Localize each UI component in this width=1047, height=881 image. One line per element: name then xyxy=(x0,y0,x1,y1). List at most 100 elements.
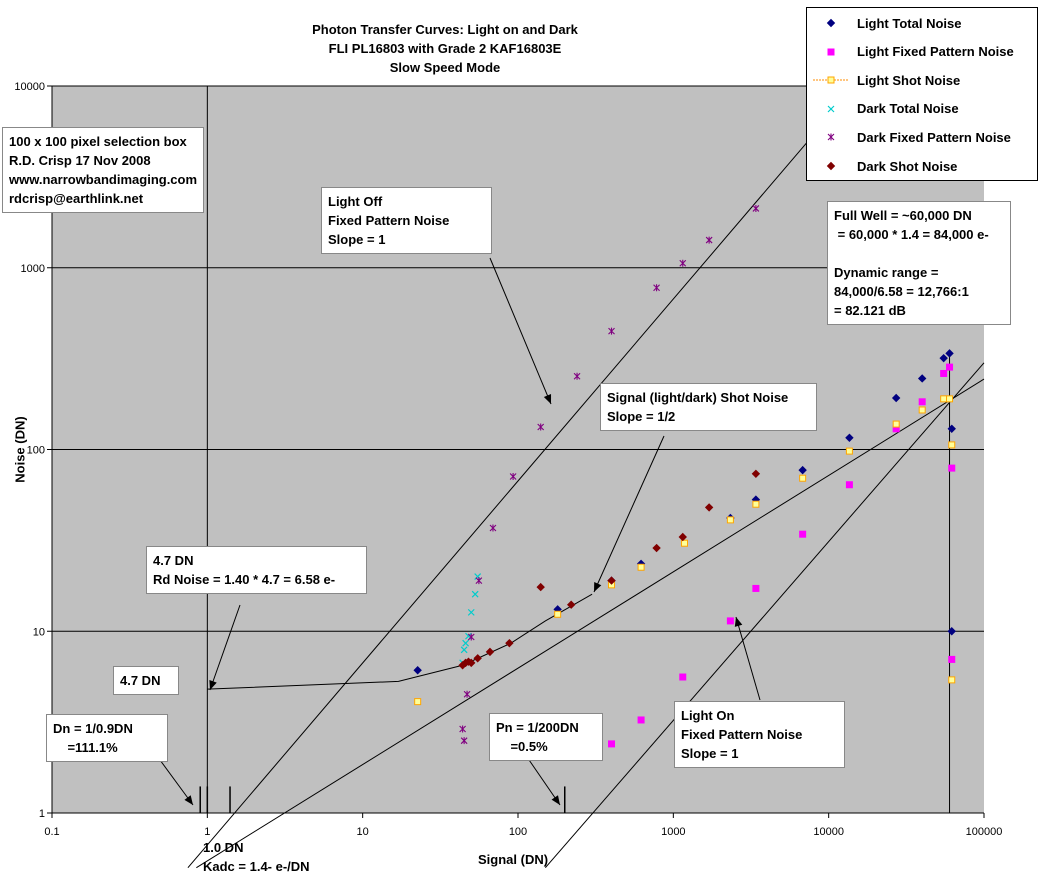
legend-item: Light Fixed Pattern Noise xyxy=(813,42,1014,62)
full-well-note: Full Well = ~60,000 DN = 60,000 * 1.4 = … xyxy=(827,201,1011,325)
annotation-arrows xyxy=(159,257,761,806)
series-3-point xyxy=(462,639,470,647)
series-0-point xyxy=(947,627,956,636)
series-2-point xyxy=(637,563,645,571)
series-5-point xyxy=(652,543,661,553)
read-noise-note: 4.7 DN Rd Noise = 1.40 * 4.7 = 6.58 e- xyxy=(146,546,367,594)
legend-marker xyxy=(827,133,835,141)
x-axis-title: Signal (DN) xyxy=(478,852,549,867)
series-2-point xyxy=(892,420,900,428)
series-2-point xyxy=(946,395,954,403)
legend-marker xyxy=(827,76,835,84)
annotation-arrow xyxy=(209,604,241,691)
legend: Light Total Noise Light Fixed Pattern Noi… xyxy=(806,7,1038,181)
annotation-arrow xyxy=(593,435,665,593)
series-2-point xyxy=(726,516,734,524)
series-0-point xyxy=(947,424,956,433)
y-tick-label: 100 xyxy=(27,445,45,457)
series-2-point xyxy=(554,610,562,618)
legend-swatch xyxy=(827,48,835,56)
series-0-point xyxy=(945,349,954,358)
legend-item: Light Total Noise xyxy=(813,13,961,33)
legend-label: Light Total Noise xyxy=(857,15,962,31)
legend-marker xyxy=(826,18,836,28)
light-off-note: Light Off Fixed Pattern Noise Slope = 1 xyxy=(321,187,492,254)
y-tick-label: 1000 xyxy=(21,263,45,275)
shot-noise-note: Signal (light/dark) Shot Noise Slope = 1… xyxy=(600,383,817,431)
series-2-point xyxy=(918,406,926,414)
series-1-point xyxy=(918,398,926,406)
series-1-point xyxy=(637,716,645,724)
x-tick-label: 100 xyxy=(509,826,527,838)
series-1-point xyxy=(845,481,853,489)
data-markers xyxy=(413,204,956,748)
series-5-point xyxy=(473,654,482,663)
series-2-point xyxy=(752,500,760,508)
series-1-point xyxy=(940,369,948,377)
legend-swatch xyxy=(813,76,849,84)
series-3-point xyxy=(467,608,475,616)
series-4-point xyxy=(463,690,471,698)
light-on-note: Light On Fixed Pattern Noise Slope = 1 xyxy=(674,701,845,768)
series-4-point xyxy=(705,236,713,244)
series-4-point xyxy=(460,737,468,745)
legend-item: Light Shot Noise xyxy=(813,70,960,90)
series-5-point xyxy=(751,469,761,479)
annotation-arrow xyxy=(159,759,194,806)
series-2-point xyxy=(414,698,422,706)
series-1-point xyxy=(946,363,954,371)
axes: 1 10 100 1000 10000 0.1 1 10 100 1000 10000 100000 xyxy=(14,81,1002,838)
series-4-point xyxy=(509,473,517,481)
x-tick-label: 1000 xyxy=(661,826,685,838)
series-4-point xyxy=(537,423,545,431)
x-tick-label: 1 xyxy=(204,826,210,838)
series-0-point xyxy=(891,393,901,403)
series-4-point xyxy=(752,204,760,212)
series-2-point xyxy=(845,447,853,455)
arrow-head xyxy=(184,795,193,805)
series-3-point xyxy=(471,590,479,598)
fit-line xyxy=(544,362,985,869)
legend-swatch xyxy=(827,133,835,141)
annotation-arrow xyxy=(735,616,761,701)
series-1-point xyxy=(726,617,734,625)
legend-marker xyxy=(827,48,835,56)
series-1-point xyxy=(799,530,807,538)
legend-item: Dark Fixed Pattern Noise xyxy=(813,127,1011,147)
arrow-head xyxy=(594,582,602,592)
series-2-point xyxy=(948,441,956,449)
selection-box-note: 100 x 100 pixel selection box R.D. Crisp… xyxy=(2,127,205,213)
pn-note: Pn = 1/200DN =0.5% xyxy=(489,713,603,761)
series-5-point xyxy=(485,647,495,657)
annotation-arrow xyxy=(489,257,552,405)
x-tick-label: 100000 xyxy=(966,826,1003,838)
legend-item: Dark Shot Noise xyxy=(813,156,957,176)
y-tick-label: 1 xyxy=(39,808,45,820)
series-2-point xyxy=(940,395,948,403)
legend-swatch xyxy=(826,18,836,28)
legend-label: Dark Fixed Pattern Noise xyxy=(857,129,1011,145)
chart-title-line-3: Slow Speed Mode xyxy=(389,60,501,75)
chart-title: Photon Transfer Curves: Light on and Dar… xyxy=(240,20,650,77)
series-4-point xyxy=(467,633,475,641)
legend-label: Light Fixed Pattern Noise xyxy=(857,44,1014,60)
y-tick-label: 10 xyxy=(33,626,45,638)
arrow-head xyxy=(543,394,552,404)
series-5-point xyxy=(566,600,576,609)
legend-label: Light Shot Noise xyxy=(857,72,961,88)
fit-line xyxy=(196,378,985,869)
series-1-point xyxy=(608,740,616,748)
chart-title-line-1: Photon Transfer Curves: Light on and Dar… xyxy=(312,22,578,37)
kadc-note: 1.0 DN Kadc = 1.4- e-/DN xyxy=(203,840,310,874)
series-5-point xyxy=(704,503,714,512)
x-tick-label: 10 xyxy=(357,826,369,838)
legend-item: Dark Total Noise xyxy=(813,99,959,119)
legend-swatch xyxy=(826,161,836,171)
series-4-point xyxy=(475,577,483,585)
series-3-point xyxy=(460,646,468,654)
legend-label: Dark Shot Noise xyxy=(857,158,958,174)
series-5-point xyxy=(505,638,514,648)
x-tick-label: 0.1 xyxy=(44,826,59,838)
series-3-point xyxy=(474,573,482,580)
legend-label: Dark Total Noise xyxy=(857,101,959,117)
